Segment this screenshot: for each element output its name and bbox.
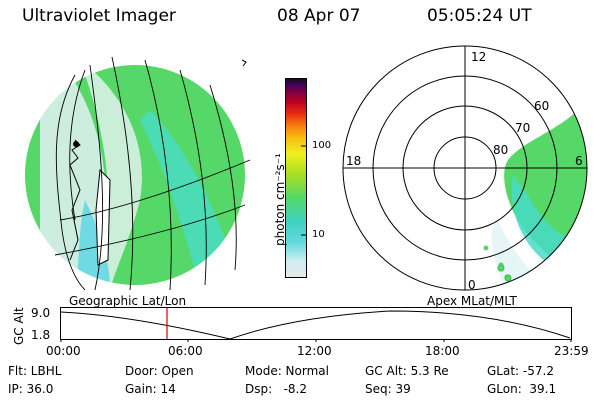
lat-lon-grid <box>54 56 251 290</box>
mode-info: Mode: Normal <box>245 364 329 378</box>
observation-time: 05:05:24 UT <box>427 6 532 26</box>
right-panel-caption: Apex MLat/MLT <box>427 294 517 308</box>
colorbar <box>285 78 307 278</box>
sequence-info: Seq: 39 <box>365 382 411 396</box>
left-panel-caption: Geographic Lat/Lon <box>69 294 187 308</box>
x-tick-2359: 23:59 <box>554 344 589 358</box>
colorbar-tick-100: 100 <box>312 140 332 151</box>
polar-grid <box>342 45 588 291</box>
x-tick-0000: 00:00 <box>46 344 81 358</box>
colorbar-tick-10: 10 <box>312 229 325 240</box>
mlt-6-label: 6 <box>575 154 583 168</box>
geographic-image <box>25 56 251 290</box>
ip-info: IP: 36.0 <box>8 382 54 396</box>
colorbar-unit-label: photon cm⁻²s⁻¹ <box>273 153 287 246</box>
mlt-12-label: 12 <box>471 50 486 64</box>
gc-altitude-info: GC Alt: 5.3 Re <box>365 364 449 378</box>
x-tick-1800: 18:00 <box>425 344 460 358</box>
filter-info: Flt: LBHL <box>8 364 62 378</box>
altitude-axis-label: GC Alt <box>12 307 26 345</box>
observation-date: 08 Apr 07 <box>277 6 361 26</box>
altitude-plot <box>60 307 572 342</box>
glon-info: GLon: 39.1 <box>487 382 557 396</box>
x-tick-0600: 06:00 <box>168 344 203 358</box>
lat-70-label: 70 <box>515 121 530 135</box>
mlt-0-label: 0 <box>468 278 476 292</box>
polar-plot: 12 18 6 0 60 70 80 <box>342 45 588 292</box>
altitude-curve <box>60 310 571 340</box>
dsp-info: Dsp: -8.2 <box>245 382 308 396</box>
instrument-title: Ultraviolet Imager <box>22 6 176 26</box>
lat-60-label: 60 <box>534 99 549 113</box>
x-tick-1200: 12:00 <box>297 344 332 358</box>
altitude-y-bottom: 1.8 <box>31 328 51 342</box>
gain-info: Gain: 14 <box>125 382 176 396</box>
lat-80-label: 80 <box>493 143 508 157</box>
door-info: Door: Open <box>125 364 194 378</box>
mlt-18-label: 18 <box>346 154 361 168</box>
altitude-y-top: 9.0 <box>31 306 51 320</box>
glat-info: GLat: -57.2 <box>487 364 554 378</box>
